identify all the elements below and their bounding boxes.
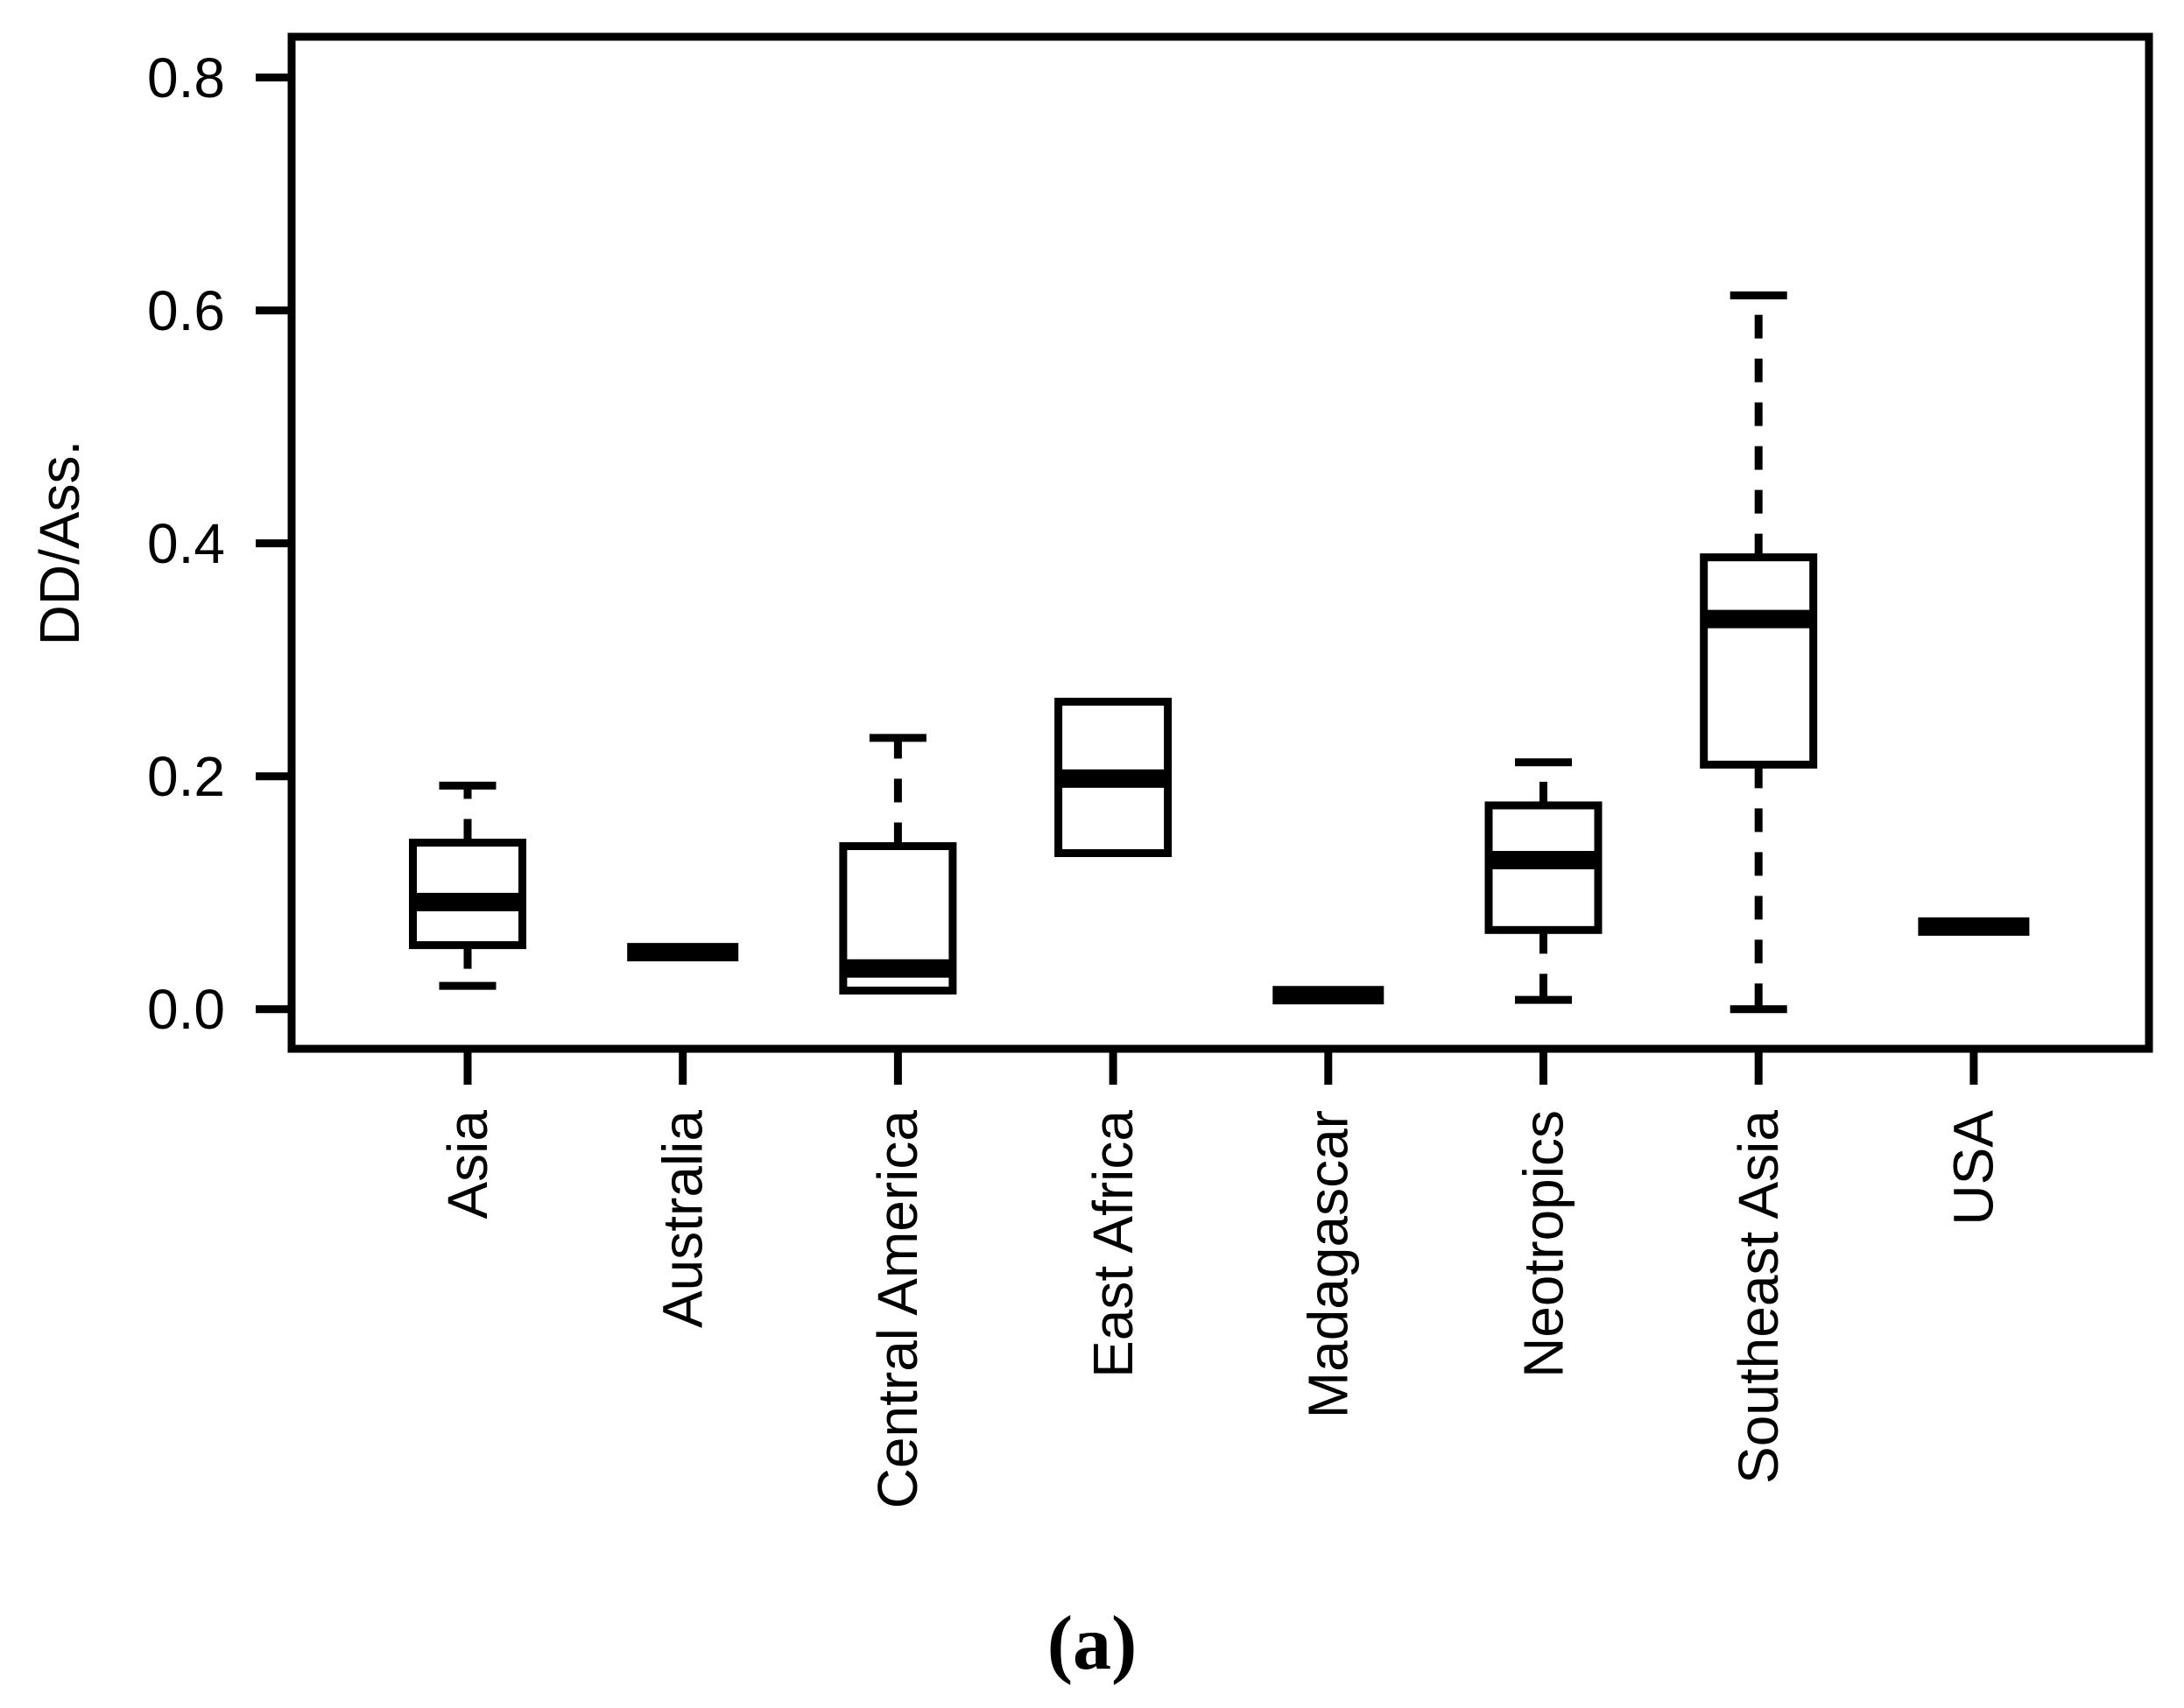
y-axis-title: DD/Ass. bbox=[28, 440, 91, 646]
category-label: Southeast Asia bbox=[1727, 1110, 1790, 1484]
y-tick-label: 0.4 bbox=[147, 512, 225, 575]
category-label: Australia bbox=[651, 1110, 714, 1328]
category-label: USA bbox=[1942, 1110, 2005, 1226]
category-label: East Africa bbox=[1081, 1110, 1145, 1378]
category-label: Neotropics bbox=[1511, 1110, 1575, 1378]
y-tick-label: 0.8 bbox=[147, 46, 225, 109]
panel-caption: (a) bbox=[1046, 1601, 1138, 1686]
category-label: Asia bbox=[436, 1110, 499, 1219]
y-tick-label: 0.6 bbox=[147, 279, 225, 342]
category-label: Central America bbox=[866, 1110, 929, 1509]
y-tick-label: 0.2 bbox=[147, 745, 225, 808]
y-tick-label: 0.0 bbox=[147, 978, 225, 1041]
iqr-box-southeast-asia bbox=[1700, 553, 1818, 769]
category-label: Madagascar bbox=[1297, 1110, 1360, 1418]
plot-border bbox=[287, 32, 2153, 1053]
